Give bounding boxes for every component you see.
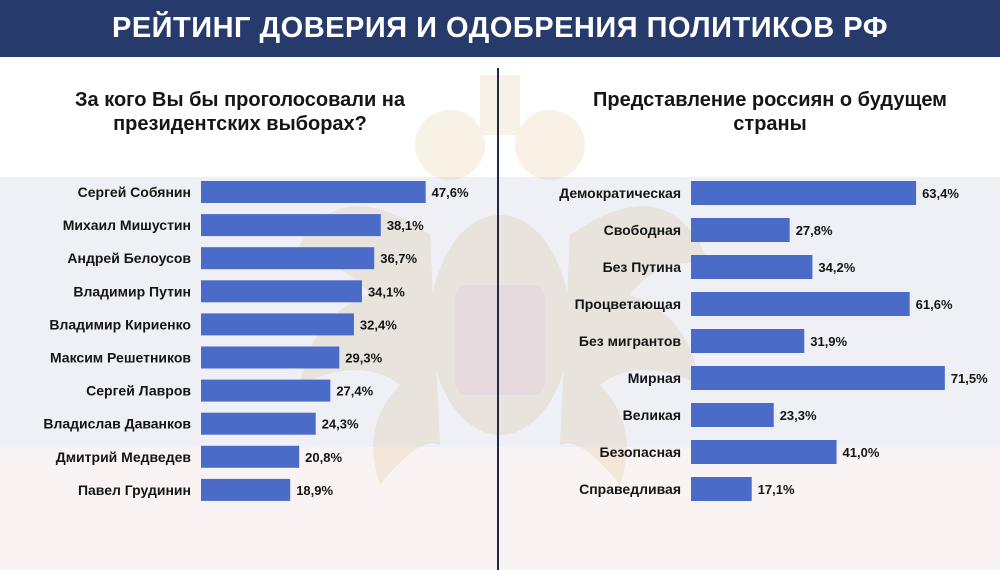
header-bar: РЕЙТИНГ ДОВЕРИЯ И ОДОБРЕНИЯ ПОЛИТИКОВ РФ bbox=[0, 0, 1000, 57]
category-label: Справедливая bbox=[579, 481, 681, 497]
value-label: 27,4% bbox=[336, 384, 373, 399]
value-label: 17,1% bbox=[758, 482, 795, 497]
value-label: 47,6% bbox=[432, 185, 469, 200]
category-label: Демократическая bbox=[559, 185, 681, 201]
page-title: РЕЙТИНГ ДОВЕРИЯ И ОДОБРЕНИЯ ПОЛИТИКОВ РФ bbox=[111, 12, 889, 44]
category-label: Сергей Собянин bbox=[78, 184, 191, 200]
bar bbox=[691, 292, 910, 316]
value-label: 61,6% bbox=[916, 297, 953, 312]
value-label: 36,7% bbox=[380, 251, 417, 266]
bar bbox=[691, 329, 805, 353]
value-label: 71,5% bbox=[951, 371, 988, 386]
category-label: Процветающая bbox=[575, 296, 681, 312]
value-label: 38,1% bbox=[387, 218, 424, 233]
bar bbox=[201, 313, 354, 336]
value-label: 23,3% bbox=[780, 408, 817, 423]
bar bbox=[201, 379, 331, 402]
category-label: Без Путина bbox=[603, 259, 682, 275]
value-label: 27,8% bbox=[796, 223, 833, 238]
left-chart-title: За кого Вы бы проголосовали на президент… bbox=[74, 89, 406, 135]
bar bbox=[201, 445, 300, 468]
value-label: 31,9% bbox=[810, 334, 847, 349]
value-label: 20,8% bbox=[305, 450, 342, 465]
value-label: 32,4% bbox=[360, 317, 397, 332]
value-label: 34,1% bbox=[368, 284, 405, 299]
category-label: Владислав Даванков bbox=[43, 416, 191, 432]
bar bbox=[691, 255, 813, 279]
bar bbox=[691, 181, 917, 205]
bar bbox=[691, 403, 774, 427]
category-label: Великая bbox=[623, 407, 681, 423]
background-red-band bbox=[0, 447, 1000, 570]
bar bbox=[201, 412, 316, 435]
category-label: Безопасная bbox=[600, 444, 681, 460]
category-label: Андрей Белоусов bbox=[67, 250, 191, 266]
panel-divider bbox=[497, 68, 499, 570]
category-label: Без мигрантов bbox=[579, 333, 682, 349]
category-label: Михаил Мишустин bbox=[63, 217, 191, 233]
value-label: 24,3% bbox=[322, 417, 359, 432]
value-label: 63,4% bbox=[922, 186, 959, 201]
category-label: Свободная bbox=[604, 222, 681, 238]
bar bbox=[691, 477, 752, 501]
category-label: Павел Грудинин bbox=[78, 482, 191, 498]
category-label: Владимир Кириенко bbox=[49, 316, 191, 332]
value-label: 29,3% bbox=[345, 351, 382, 366]
bar bbox=[691, 218, 790, 242]
value-label: 18,9% bbox=[296, 483, 333, 498]
value-label: 41,0% bbox=[843, 445, 880, 460]
category-label: Владимир Путин bbox=[73, 283, 191, 299]
bar bbox=[691, 366, 945, 390]
category-label: Дмитрий Медведев bbox=[56, 449, 192, 465]
bar bbox=[201, 478, 291, 501]
category-label: Сергей Лавров bbox=[86, 383, 191, 399]
bar bbox=[201, 247, 375, 270]
bar bbox=[201, 280, 362, 303]
background-white-band bbox=[0, 57, 1000, 177]
bar bbox=[201, 346, 340, 369]
category-label: Мирная bbox=[628, 370, 681, 386]
category-label: Максим Решетников bbox=[50, 350, 191, 366]
bar bbox=[201, 214, 381, 237]
bar bbox=[691, 440, 837, 464]
bar bbox=[201, 181, 426, 203]
value-label: 34,2% bbox=[818, 260, 855, 275]
coat-of-arms-watermark bbox=[290, 75, 710, 486]
right-chart-title: Представление россиян о будущем страны bbox=[593, 89, 947, 135]
